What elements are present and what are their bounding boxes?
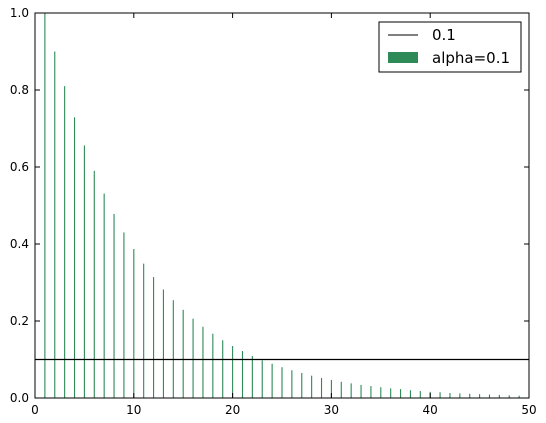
bars-group xyxy=(44,13,520,399)
bar xyxy=(133,249,135,398)
bar xyxy=(350,383,352,398)
y-tick-label: 0.8 xyxy=(10,83,29,97)
bar xyxy=(73,117,76,398)
bar xyxy=(370,386,372,398)
bar xyxy=(202,326,204,398)
x-tick-label: 50 xyxy=(521,403,536,417)
bar xyxy=(44,13,46,398)
bar xyxy=(291,370,293,398)
bar xyxy=(508,395,510,398)
bar xyxy=(320,377,323,398)
bar xyxy=(488,394,491,398)
plot-frame xyxy=(34,12,530,399)
bar xyxy=(498,394,500,398)
y-tick-label: 0.2 xyxy=(10,314,29,328)
bar xyxy=(261,360,263,398)
bar xyxy=(54,51,56,398)
y-tick-label: 0.0 xyxy=(10,391,29,405)
ticks-group: 0 10 20 30 40 50 0.0 0.2 0.4 0.6 0.8 1.0 xyxy=(10,6,537,417)
y-tick-label: 0.6 xyxy=(10,160,29,174)
bar xyxy=(123,232,125,398)
y-tick-label: 1.0 xyxy=(10,6,29,20)
bar xyxy=(271,363,273,398)
bar xyxy=(241,351,244,398)
bar xyxy=(232,346,234,398)
bar xyxy=(518,395,520,398)
bar xyxy=(251,356,253,398)
bar xyxy=(439,392,441,398)
bar xyxy=(212,333,214,398)
bar xyxy=(103,193,105,398)
legend-label-bar: alpha=0.1 xyxy=(432,49,510,67)
bar xyxy=(182,309,184,398)
bar xyxy=(449,393,451,398)
bar xyxy=(301,372,303,398)
legend: 0.1 alpha=0.1 xyxy=(378,21,522,73)
bar xyxy=(192,318,194,398)
bar xyxy=(311,375,313,398)
bar xyxy=(281,367,283,398)
bar xyxy=(419,391,421,398)
bar xyxy=(360,384,362,398)
legend-bar-swatch xyxy=(388,52,418,63)
bar xyxy=(469,393,471,398)
bar xyxy=(172,300,174,398)
bar xyxy=(162,289,164,398)
bar xyxy=(222,340,224,398)
bar xyxy=(380,387,382,398)
x-tick-label: 40 xyxy=(423,403,438,417)
bar xyxy=(409,390,411,398)
bar xyxy=(479,394,481,398)
legend-label-line: 0.1 xyxy=(432,26,456,44)
x-tick-label: 0 xyxy=(31,403,39,417)
bar xyxy=(459,393,461,398)
legend-box xyxy=(378,21,522,73)
bar xyxy=(64,86,66,399)
x-tick-label: 20 xyxy=(225,403,240,417)
x-tick-label: 10 xyxy=(126,403,141,417)
bar xyxy=(390,388,392,399)
bar xyxy=(400,389,402,398)
y-tick-label: 0.4 xyxy=(10,237,29,251)
bar xyxy=(153,277,155,398)
bar xyxy=(113,213,115,398)
bar xyxy=(340,381,342,398)
bar xyxy=(143,263,145,398)
bar xyxy=(83,145,85,398)
bar xyxy=(93,170,95,398)
x-tick-label: 30 xyxy=(324,403,339,417)
bar xyxy=(330,379,332,398)
